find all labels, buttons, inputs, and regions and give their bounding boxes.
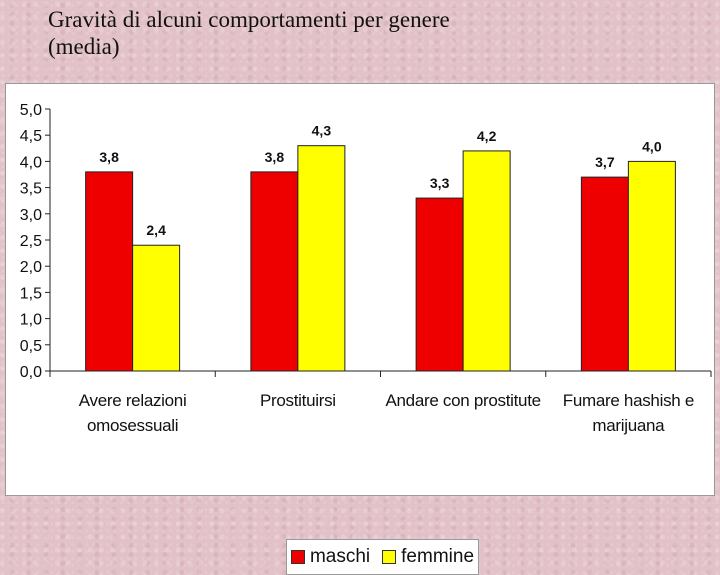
y-tick-label: 4,0 bbox=[20, 154, 42, 171]
page-title: Gravità di alcuni comportamenti per gene… bbox=[48, 6, 668, 60]
legend-swatch-maschi bbox=[290, 550, 305, 564]
data-label-maschi: 3,8 bbox=[99, 149, 119, 165]
title-line-2: (media) bbox=[48, 34, 120, 59]
bar-femmine bbox=[297, 145, 346, 372]
y-tick-label: 5,0 bbox=[20, 102, 42, 119]
chart-legend: maschi femmine bbox=[286, 539, 479, 575]
y-tick-label: 0,5 bbox=[20, 338, 42, 355]
legend-item-maschi: maschi bbox=[290, 546, 371, 568]
y-tick-label: 2,5 bbox=[20, 233, 42, 250]
bar-femmine bbox=[132, 244, 181, 372]
y-tick-label: 0,0 bbox=[20, 364, 42, 381]
title-line-1: Gravità di alcuni comportamenti per gene… bbox=[48, 7, 450, 32]
data-label-femmine: 2,4 bbox=[146, 222, 166, 238]
category-label-line: Avere relazioni bbox=[78, 391, 187, 410]
chart-panel: 0,0 0,5 1,0 1,5 2,0 2,5 3,0 3,5 4,0 4,5 5,0 3,8 3,8 3… bbox=[5, 83, 715, 575]
y-tick-label: 1,5 bbox=[20, 285, 42, 302]
data-label-maschi: 3,8 bbox=[265, 149, 285, 165]
legend-label-maschi: maschi bbox=[309, 546, 371, 567]
legend-swatch-femmine bbox=[382, 550, 397, 564]
data-label-femmine: 4,3 bbox=[312, 123, 332, 139]
bar-chart: 0,0 0,5 1,0 1,5 2,0 2,5 3,0 3,5 4,0 4,5 5,0 3,8 3,8 3… bbox=[20, 102, 712, 381]
category-label: Prostituirsi bbox=[218, 388, 378, 413]
bar-femmine bbox=[627, 160, 676, 372]
category-label: Avere relazioni omosessuali bbox=[53, 388, 213, 438]
bar-femmine bbox=[462, 150, 511, 372]
data-label-maschi: 3,3 bbox=[430, 175, 450, 191]
bar-maschi bbox=[580, 176, 629, 372]
legend-item-femmine: femmine bbox=[382, 546, 474, 568]
bar-maschi bbox=[415, 197, 464, 372]
y-tick-label: 2,0 bbox=[20, 259, 42, 276]
category-label-line: omosessuali bbox=[87, 416, 179, 435]
bar-maschi bbox=[85, 171, 134, 372]
y-tick-label: 3,5 bbox=[20, 181, 42, 198]
y-tick-label: 1,0 bbox=[20, 312, 42, 329]
category-label: Fumare hashish e marijuana bbox=[548, 388, 708, 438]
category-label-line: Prostituirsi bbox=[260, 391, 336, 410]
category-label-line: Fumare hashish e bbox=[562, 391, 695, 410]
data-label-femmine: 4,2 bbox=[477, 128, 497, 144]
category-label: Andare con prostitute bbox=[383, 388, 543, 413]
legend-label-femmine: femmine bbox=[401, 546, 475, 567]
category-label-line: marijuana bbox=[592, 416, 665, 435]
data-label-femmine: 4,0 bbox=[642, 138, 662, 154]
y-tick-label: 4,5 bbox=[20, 128, 42, 145]
category-label-line: Andare con prostitute bbox=[385, 391, 541, 410]
data-label-maschi: 3,7 bbox=[595, 154, 615, 170]
y-tick-label: 3,0 bbox=[20, 207, 42, 224]
bar-maschi bbox=[250, 171, 299, 372]
